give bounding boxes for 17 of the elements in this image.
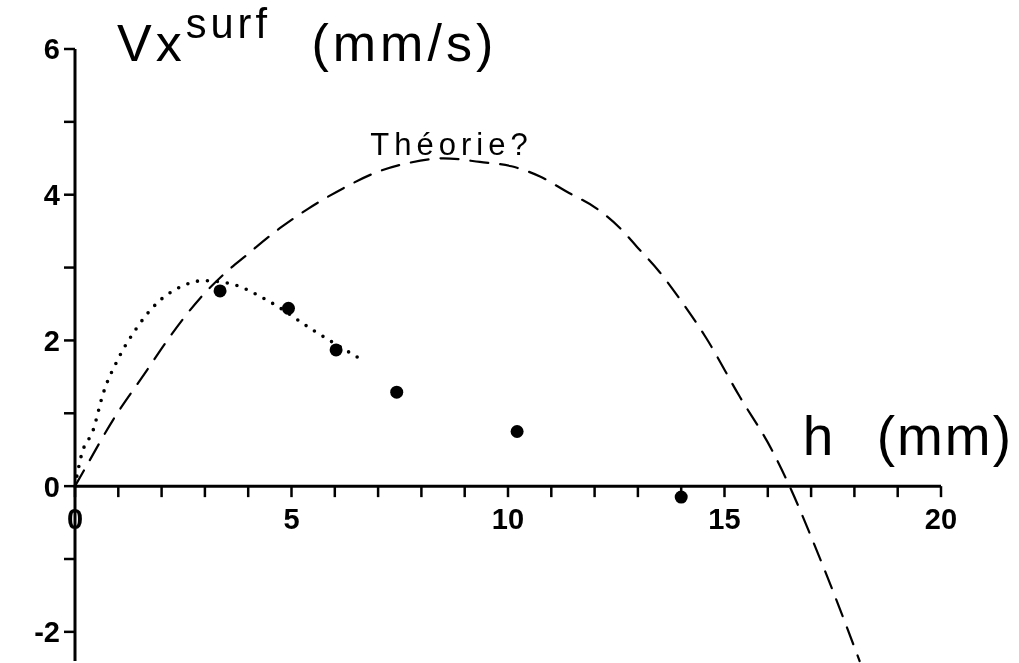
- point: [674, 490, 688, 504]
- series-label: Théorie?: [370, 127, 533, 163]
- point: [281, 301, 295, 315]
- y-tick-label: 6: [43, 33, 60, 66]
- x-tick-label: 20: [924, 503, 958, 536]
- x-tick-label: 15: [708, 503, 741, 536]
- y-axis-title: Vx$^{surf}$ (mm/s): [117, 0, 498, 72]
- x-tick-label: 5: [283, 503, 300, 536]
- y-tick-label: -2: [34, 616, 60, 649]
- y-tick-label: 0: [43, 470, 60, 503]
- x-tick-label: 10: [491, 503, 525, 536]
- point: [390, 385, 404, 399]
- y-tick-label: 2: [43, 324, 60, 357]
- y-tick-label: 4: [43, 179, 60, 212]
- point: [213, 284, 227, 298]
- x-axis-title: h (mm): [802, 405, 1013, 468]
- point: [510, 425, 524, 438]
